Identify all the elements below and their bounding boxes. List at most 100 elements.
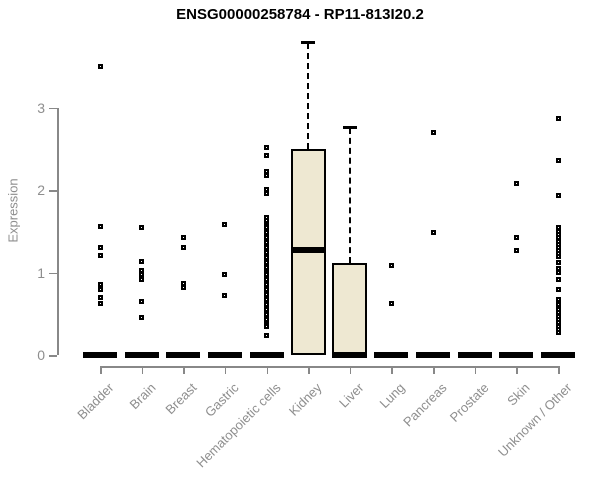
x-axis-tick: [558, 366, 560, 374]
x-tick-label-prostate: Prostate: [446, 380, 492, 425]
boxplot-zero-bar: [83, 352, 117, 358]
x-axis-tick: [391, 366, 393, 374]
y-tick-label: 0: [37, 347, 45, 363]
x-tick-label-unknown-other: Unknown / Other: [495, 380, 575, 460]
data-point: [555, 265, 561, 271]
boxplot-zero-bar: [124, 352, 159, 358]
data-point: [555, 254, 561, 260]
data-point: [555, 302, 561, 308]
x-tick-label-bladder: Bladder: [74, 380, 117, 423]
boxplot-zero-bar: [541, 352, 576, 358]
data-point: [555, 115, 561, 121]
data-point: [180, 234, 186, 240]
y-tick-label: 1: [37, 264, 45, 281]
data-point: [180, 245, 186, 251]
y-axis-line: [57, 107, 59, 355]
x-axis-tick: [266, 366, 269, 374]
data-point: [97, 223, 103, 229]
data-point: [97, 287, 103, 293]
boxplot-whisker: [307, 43, 310, 149]
data-point: [555, 330, 561, 336]
x-axis-tick: [183, 366, 185, 374]
x-axis-tick: [100, 366, 102, 374]
boxplot-zero-bar: [499, 352, 534, 358]
data-point: [97, 252, 103, 258]
data-point: [555, 287, 561, 293]
boxplot-whisker-cap: [342, 126, 357, 130]
data-point: [555, 277, 561, 283]
data-point: [555, 193, 561, 199]
data-point: [264, 186, 270, 192]
boxplot-zero-bar: [166, 352, 201, 358]
data-point: [180, 284, 186, 290]
data-point: [264, 173, 270, 179]
data-point: [222, 293, 228, 299]
data-point: [139, 314, 145, 320]
data-point: [430, 229, 436, 235]
data-point: [139, 259, 145, 265]
data-point: [222, 222, 228, 228]
data-point: [222, 272, 228, 278]
data-point: [97, 282, 103, 288]
data-point: [97, 300, 103, 306]
data-point: [264, 152, 270, 158]
data-point: [513, 234, 519, 240]
boxplot-zero-bar: [457, 352, 492, 358]
data-point: [388, 262, 394, 268]
data-point: [430, 129, 436, 135]
chart-title: ENSG00000258784 - RP11-813I20.2: [176, 6, 424, 23]
y-axis-tick: [49, 190, 57, 192]
x-axis-tick: [141, 366, 144, 374]
x-axis-tick: [349, 366, 352, 374]
data-point: [139, 272, 145, 278]
boxplot-whisker-cap: [301, 41, 316, 45]
boxplot-zero-bar: [374, 352, 409, 358]
boxplot-zero-bar: [207, 352, 242, 358]
boxplot-median: [290, 247, 326, 254]
boxplot-zero-bar: [416, 352, 451, 358]
x-axis-tick: [308, 366, 310, 374]
x-axis-line: [100, 366, 559, 368]
x-axis-tick: [474, 366, 477, 374]
data-point: [555, 297, 561, 303]
data-point: [555, 157, 561, 163]
data-point: [180, 280, 186, 286]
data-point: [264, 190, 270, 196]
data-point: [264, 332, 270, 338]
y-tick-label: 2: [37, 182, 45, 198]
x-axis-tick: [224, 366, 227, 374]
y-axis-tick: [49, 107, 57, 109]
data-point: [555, 260, 561, 266]
data-point: [264, 144, 270, 150]
data-point: [388, 300, 394, 306]
y-tick-label: 3: [37, 99, 45, 116]
data-point: [97, 294, 103, 300]
x-tick-label-breast: Breast: [162, 380, 200, 418]
x-axis-tick: [433, 366, 435, 374]
x-tick-label-brain: Brain: [126, 380, 159, 413]
data-point: [513, 247, 519, 253]
y-axis-tick: [49, 355, 57, 357]
data-point: [97, 63, 103, 69]
data-point: [264, 324, 270, 330]
data-point: [97, 245, 103, 251]
boxplot-box: [332, 262, 368, 355]
data-point: [555, 270, 561, 275]
x-tick-label-gastric: Gastric: [201, 380, 242, 420]
y-axis-tick: [49, 272, 57, 274]
x-tick-label-lung: Lung: [377, 380, 409, 412]
y-axis-label: Expression: [5, 178, 21, 243]
x-tick-label-kidney: Kidney: [286, 380, 325, 419]
x-axis-tick: [516, 366, 518, 374]
data-point: [139, 225, 145, 231]
x-tick-label-pancreas: Pancreas: [400, 380, 450, 430]
boxplot-zero-bar: [249, 352, 284, 358]
data-point: [513, 180, 519, 186]
boxplot-median: [332, 352, 368, 358]
x-tick-label-liver: Liver: [335, 380, 367, 411]
boxplot-whisker: [348, 128, 351, 263]
data-point: [139, 267, 145, 273]
data-point: [139, 298, 145, 304]
data-point: [139, 277, 145, 283]
